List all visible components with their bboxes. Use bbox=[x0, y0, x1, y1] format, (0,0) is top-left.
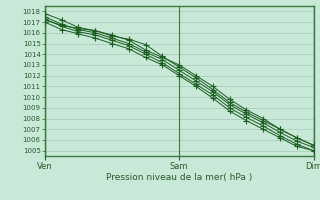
X-axis label: Pression niveau de la mer( hPa ): Pression niveau de la mer( hPa ) bbox=[106, 173, 252, 182]
